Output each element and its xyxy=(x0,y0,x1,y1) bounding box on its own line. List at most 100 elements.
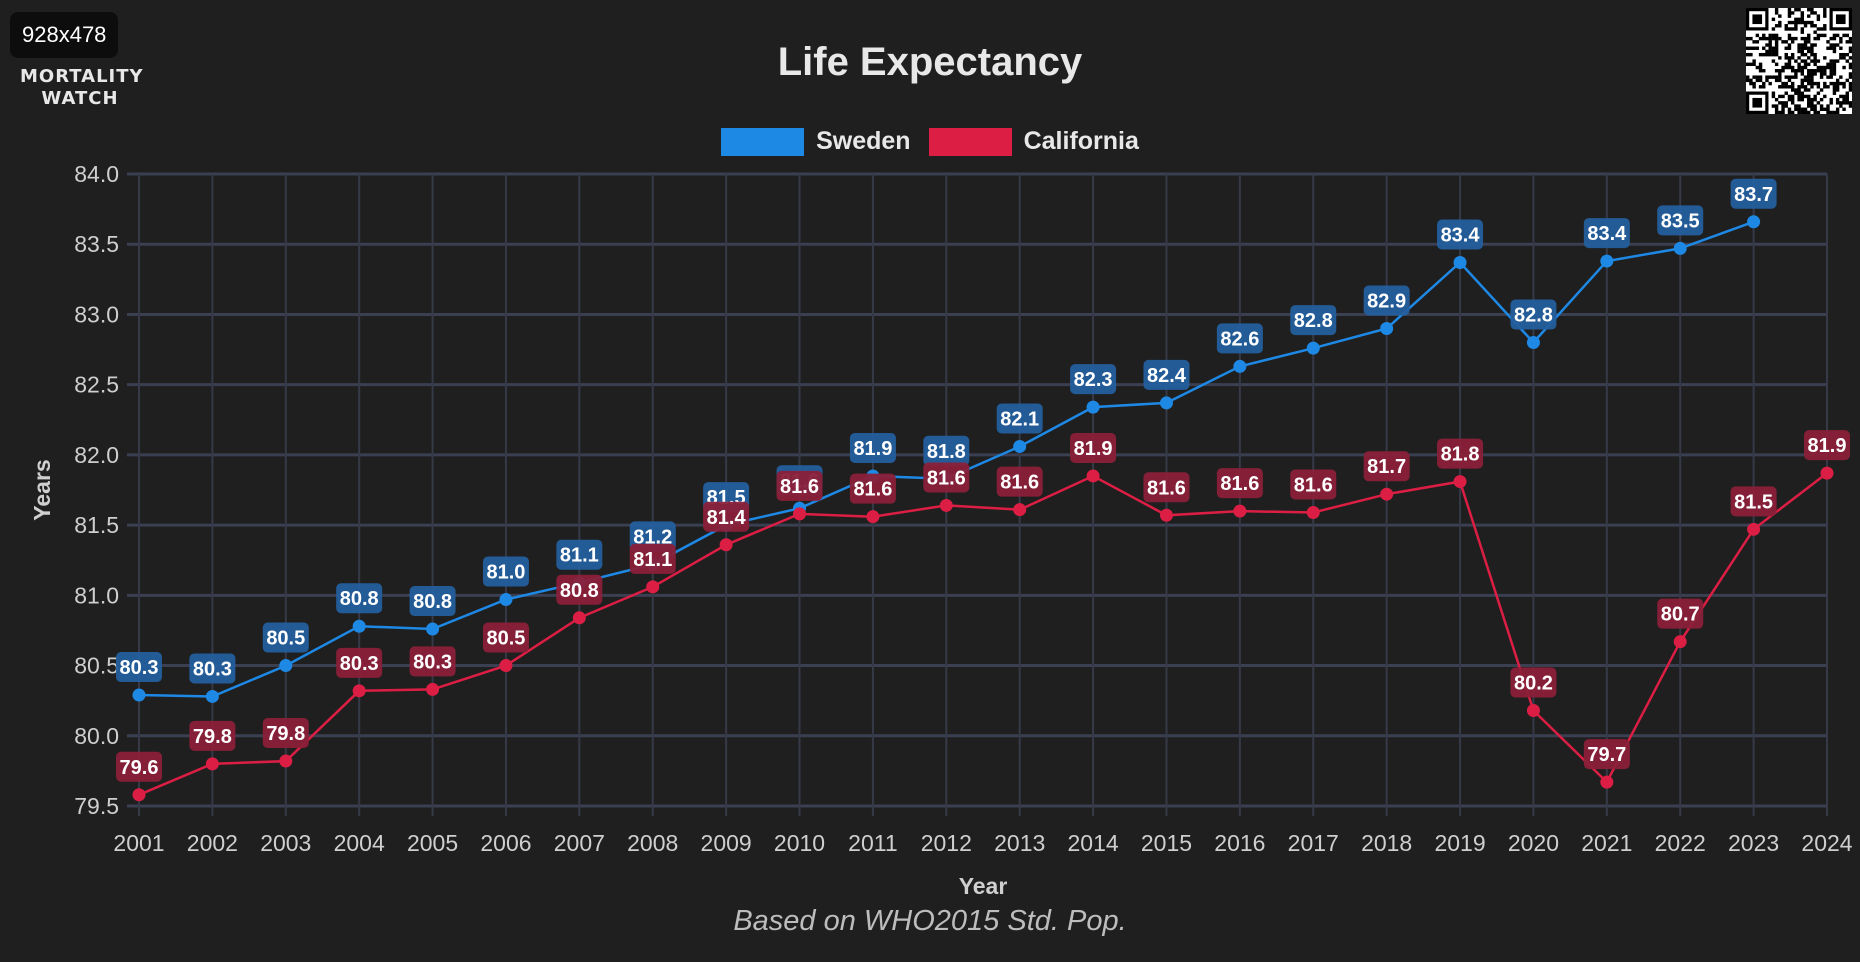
data-label-text-california-2007: 80.8 xyxy=(560,580,599,602)
qr-module xyxy=(1848,65,1852,70)
logo-line-1: MORTALITY xyxy=(20,66,144,87)
qr-module xyxy=(1803,20,1808,25)
qr-module xyxy=(1752,75,1756,79)
point-california-2016 xyxy=(1233,504,1247,518)
qr-module xyxy=(1807,78,1811,83)
data-label-california-2018: 81.7 xyxy=(1363,451,1410,482)
qr-module xyxy=(1774,62,1779,67)
qr-module xyxy=(1749,81,1753,86)
qr-module xyxy=(1787,36,1792,41)
qr-module xyxy=(1832,59,1837,63)
qr-module xyxy=(1845,52,1849,57)
qr-module xyxy=(1832,33,1837,38)
qr-module xyxy=(1790,56,1795,60)
data-label-text-sweden-2011: 81.9 xyxy=(853,438,892,460)
qr-module xyxy=(1787,59,1792,63)
qr-module xyxy=(1807,46,1811,50)
qr-module xyxy=(1768,33,1772,38)
qr-module xyxy=(1800,11,1805,15)
data-label-sweden-2012: 81.8 xyxy=(923,435,970,466)
qr-module xyxy=(1803,78,1808,83)
data-label-text-california-2013: 81.6 xyxy=(1000,472,1039,494)
qr-module xyxy=(1752,81,1756,86)
qr-module xyxy=(1797,62,1801,67)
qr-module xyxy=(1848,46,1852,50)
data-label-text-california-2003: 79.8 xyxy=(266,723,305,745)
qr-module xyxy=(1784,40,1788,44)
data-label-sweden-2018: 82.9 xyxy=(1363,285,1410,316)
qr-module xyxy=(1845,97,1849,102)
legend-item-california[interactable]: California xyxy=(928,127,1139,156)
qr-module xyxy=(1813,24,1817,28)
qr-module xyxy=(1794,20,1798,25)
qr-module xyxy=(1823,33,1827,38)
legend-item-sweden[interactable]: Sweden xyxy=(721,127,911,156)
qr-module xyxy=(1768,46,1772,50)
qr-module xyxy=(1787,110,1792,114)
qr-module xyxy=(1816,91,1821,95)
qr-module xyxy=(1774,33,1779,38)
qr-module xyxy=(1774,36,1779,41)
data-label-sweden-2020: 82.8 xyxy=(1510,299,1557,330)
qr-module xyxy=(1829,46,1833,50)
data-label-california-2010: 81.6 xyxy=(776,470,823,501)
qr-module xyxy=(1794,69,1798,73)
qr-module xyxy=(1800,65,1805,70)
qr-module xyxy=(1823,107,1827,111)
data-label-text-california-2002: 79.8 xyxy=(193,726,232,748)
qr-module xyxy=(1765,43,1769,47)
x-tick-label-2021: 2021 xyxy=(1581,830,1632,856)
qr-module xyxy=(1823,85,1827,89)
qr-module xyxy=(1787,65,1792,70)
data-label-bg-sweden-2001 xyxy=(116,652,162,683)
qr-module xyxy=(1842,56,1846,60)
data-label-text-sweden-2018: 82.9 xyxy=(1367,290,1406,312)
data-label-text-sweden-2004: 80.8 xyxy=(340,588,379,610)
qr-module xyxy=(1829,59,1833,63)
data-label-text-sweden-2017: 82.8 xyxy=(1294,310,1333,332)
qr-module xyxy=(1813,36,1817,41)
qr-module xyxy=(1794,24,1798,28)
point-sweden-2021 xyxy=(1600,254,1614,268)
qr-module xyxy=(1797,88,1801,92)
qr-module xyxy=(1790,81,1795,86)
qr-module xyxy=(1832,43,1837,47)
qr-module xyxy=(1810,8,1814,12)
qr-module xyxy=(1774,107,1779,111)
point-california-2001 xyxy=(132,788,146,802)
qr-module xyxy=(1813,52,1817,57)
qr-module xyxy=(1807,69,1811,73)
point-california-2003 xyxy=(279,754,293,768)
qr-module xyxy=(1848,36,1852,41)
data-label-bg-california-2015 xyxy=(1143,472,1190,503)
point-sweden-2019 xyxy=(1453,255,1467,269)
qr-module xyxy=(1803,24,1808,28)
qr-module xyxy=(1810,78,1814,83)
point-sweden-2001 xyxy=(132,688,146,702)
qr-module xyxy=(1829,62,1833,67)
qr-module xyxy=(1787,78,1792,83)
qr-module xyxy=(1807,36,1811,41)
qr-module xyxy=(1746,75,1750,79)
x-axis-title: Year xyxy=(959,873,1008,899)
data-label-bg-california-2006 xyxy=(482,622,529,653)
qr-module xyxy=(1765,75,1769,79)
qr-module xyxy=(1790,36,1795,41)
data-label-text-sweden-2003: 80.5 xyxy=(266,628,305,650)
data-label-california-2013: 81.6 xyxy=(996,466,1043,497)
qr-module xyxy=(1794,27,1798,31)
data-label-text-california-2005: 80.3 xyxy=(413,651,452,673)
qr-module xyxy=(1781,65,1785,70)
qr-module xyxy=(1839,56,1843,60)
qr-module xyxy=(1797,56,1801,60)
x-axis-ticks: 2001 2002 2003 2004 2005 2006 2007 2008 2009 2010… xyxy=(113,830,1852,856)
qr-module xyxy=(1839,75,1843,79)
qr-module xyxy=(1810,11,1814,15)
point-california-2024 xyxy=(1820,466,1834,480)
x-tick-label-2009: 2009 xyxy=(701,830,752,856)
qr-module xyxy=(1839,52,1843,57)
data-label-bg-california-2012 xyxy=(923,462,970,493)
point-sweden-2004 xyxy=(352,619,366,633)
data-label-text-sweden-2014: 82.3 xyxy=(1074,369,1113,391)
